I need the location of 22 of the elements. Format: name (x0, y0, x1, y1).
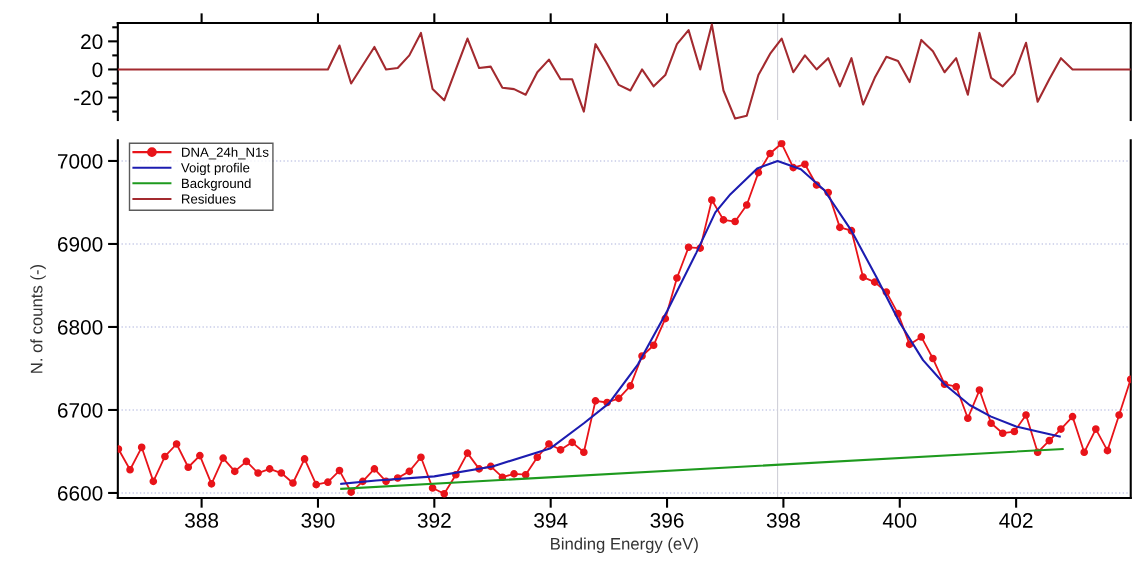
y-axis-title: N. of counts (-) (30, 265, 46, 373)
x-tick-label: 388 (185, 513, 219, 528)
y-tick-label: -20 (74, 90, 103, 106)
legend-label: Voigt profile (181, 162, 250, 176)
y-tick-label: 0 (92, 62, 103, 78)
y-tick-label: 6900 (57, 236, 103, 252)
x-tick-label: 402 (999, 513, 1033, 528)
x-tick-label: 392 (417, 513, 451, 528)
x-axis-title: Binding Energy (eV) (551, 537, 698, 554)
legend-label: Residues (182, 193, 236, 204)
x-tick-label: 400 (882, 513, 917, 528)
x-tick-label: 396 (650, 513, 684, 528)
legend-label: DNA_24h_N1s (182, 147, 269, 160)
y-tick-label: 6800 (57, 319, 103, 335)
legend-label: Background (182, 178, 251, 191)
y-tick-label: 6600 (57, 485, 103, 501)
x-tick-label: 390 (301, 513, 335, 528)
y-tick-label: 7000 (57, 153, 103, 169)
y-tick-label: 20 (81, 34, 103, 50)
x-tick-label: 398 (766, 513, 800, 528)
y-tick-label: 6700 (57, 402, 103, 418)
x-tick-label: 394 (534, 513, 568, 528)
